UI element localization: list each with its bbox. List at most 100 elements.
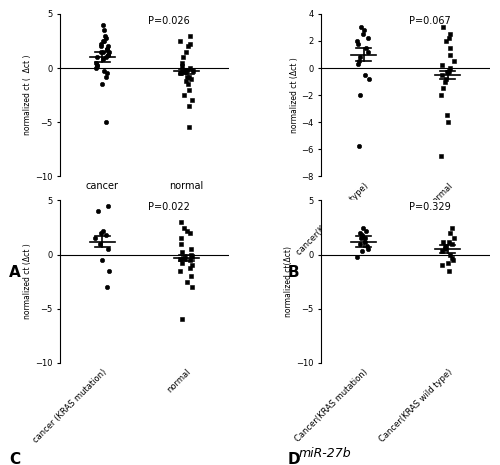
Point (182, 69, 190, 76)
Point (438, 61, 446, 69)
Point (442, 37, 450, 45)
Point (102, 119, 110, 126)
Point (186, 86, 194, 93)
Point (442, 246, 450, 253)
Point (188, 251, 196, 258)
Point (184, 80, 192, 88)
Point (96, 40, 104, 48)
Point (441, 78, 449, 85)
Point (100, 27, 108, 34)
Point (446, 251, 454, 258)
Text: A: A (10, 266, 21, 280)
Point (99, 21, 107, 28)
Point (438, 238, 446, 246)
Point (97, 229, 105, 237)
Point (438, 71, 446, 79)
Point (177, 235, 185, 242)
Point (185, 73, 193, 80)
Point (186, 264, 194, 271)
Point (437, 91, 445, 99)
Point (188, 67, 196, 75)
Point (358, 232, 366, 239)
Point (96, 240, 104, 247)
Point (100, 227, 108, 234)
Point (354, 58, 362, 65)
Point (94, 53, 102, 61)
Point (188, 262, 196, 269)
Point (364, 242, 372, 250)
Point (100, 67, 108, 75)
Y-axis label: normalized ct (Δct ): normalized ct (Δct ) (23, 244, 32, 319)
Point (179, 254, 187, 261)
Point (104, 43, 112, 50)
Point (356, 24, 364, 31)
Point (102, 34, 110, 41)
Text: miR-27b: miR-27b (298, 447, 352, 460)
Point (100, 37, 108, 45)
Point (102, 73, 110, 80)
Point (446, 51, 454, 58)
Point (439, 85, 447, 92)
Y-axis label: normalized ct (Δct ): normalized ct (Δct ) (290, 57, 298, 133)
Point (104, 51, 112, 59)
Y-axis label: normalized ct (  Δct ): normalized ct ( Δct ) (23, 55, 32, 135)
Point (438, 262, 446, 269)
Point (101, 32, 109, 40)
Point (177, 70, 185, 77)
Point (92, 235, 100, 242)
Point (362, 227, 370, 234)
Point (356, 91, 364, 99)
Point (362, 235, 370, 242)
Point (438, 247, 446, 255)
Point (444, 267, 452, 274)
Point (186, 32, 194, 40)
Point (176, 37, 184, 45)
Point (188, 246, 196, 253)
Point (186, 256, 194, 264)
Point (177, 240, 185, 247)
Point (186, 64, 194, 72)
Point (92, 59, 100, 66)
Point (356, 229, 364, 237)
Point (442, 75, 450, 83)
Point (450, 256, 458, 264)
Point (442, 68, 450, 76)
Point (358, 31, 366, 38)
Point (361, 238, 369, 246)
Point (356, 53, 364, 61)
Point (448, 254, 456, 261)
Point (358, 247, 366, 255)
Text: P=0.026: P=0.026 (148, 15, 190, 26)
Point (354, 40, 362, 47)
Text: P=0.329: P=0.329 (409, 202, 451, 212)
Point (186, 40, 194, 48)
Point (104, 48, 112, 55)
Text: P=0.022: P=0.022 (148, 202, 190, 212)
Point (98, 80, 106, 88)
Y-axis label: normalized ct(Δct): normalized ct(Δct) (284, 246, 294, 317)
Text: D: D (288, 452, 300, 465)
Point (444, 67, 452, 74)
Point (179, 53, 187, 61)
Point (446, 31, 454, 38)
Point (178, 259, 186, 267)
Point (444, 259, 452, 267)
Point (103, 283, 111, 291)
Point (365, 75, 373, 83)
Point (356, 143, 364, 150)
Point (446, 44, 454, 52)
Point (186, 75, 194, 83)
Point (354, 60, 362, 68)
Point (99, 37, 107, 45)
Point (104, 202, 112, 210)
Point (177, 219, 185, 226)
Point (362, 44, 370, 52)
Point (186, 229, 194, 237)
Point (450, 235, 458, 242)
Point (103, 45, 111, 52)
Point (446, 64, 454, 72)
Point (360, 71, 368, 79)
Point (99, 56, 107, 63)
Point (446, 238, 454, 246)
Text: B: B (288, 266, 300, 280)
